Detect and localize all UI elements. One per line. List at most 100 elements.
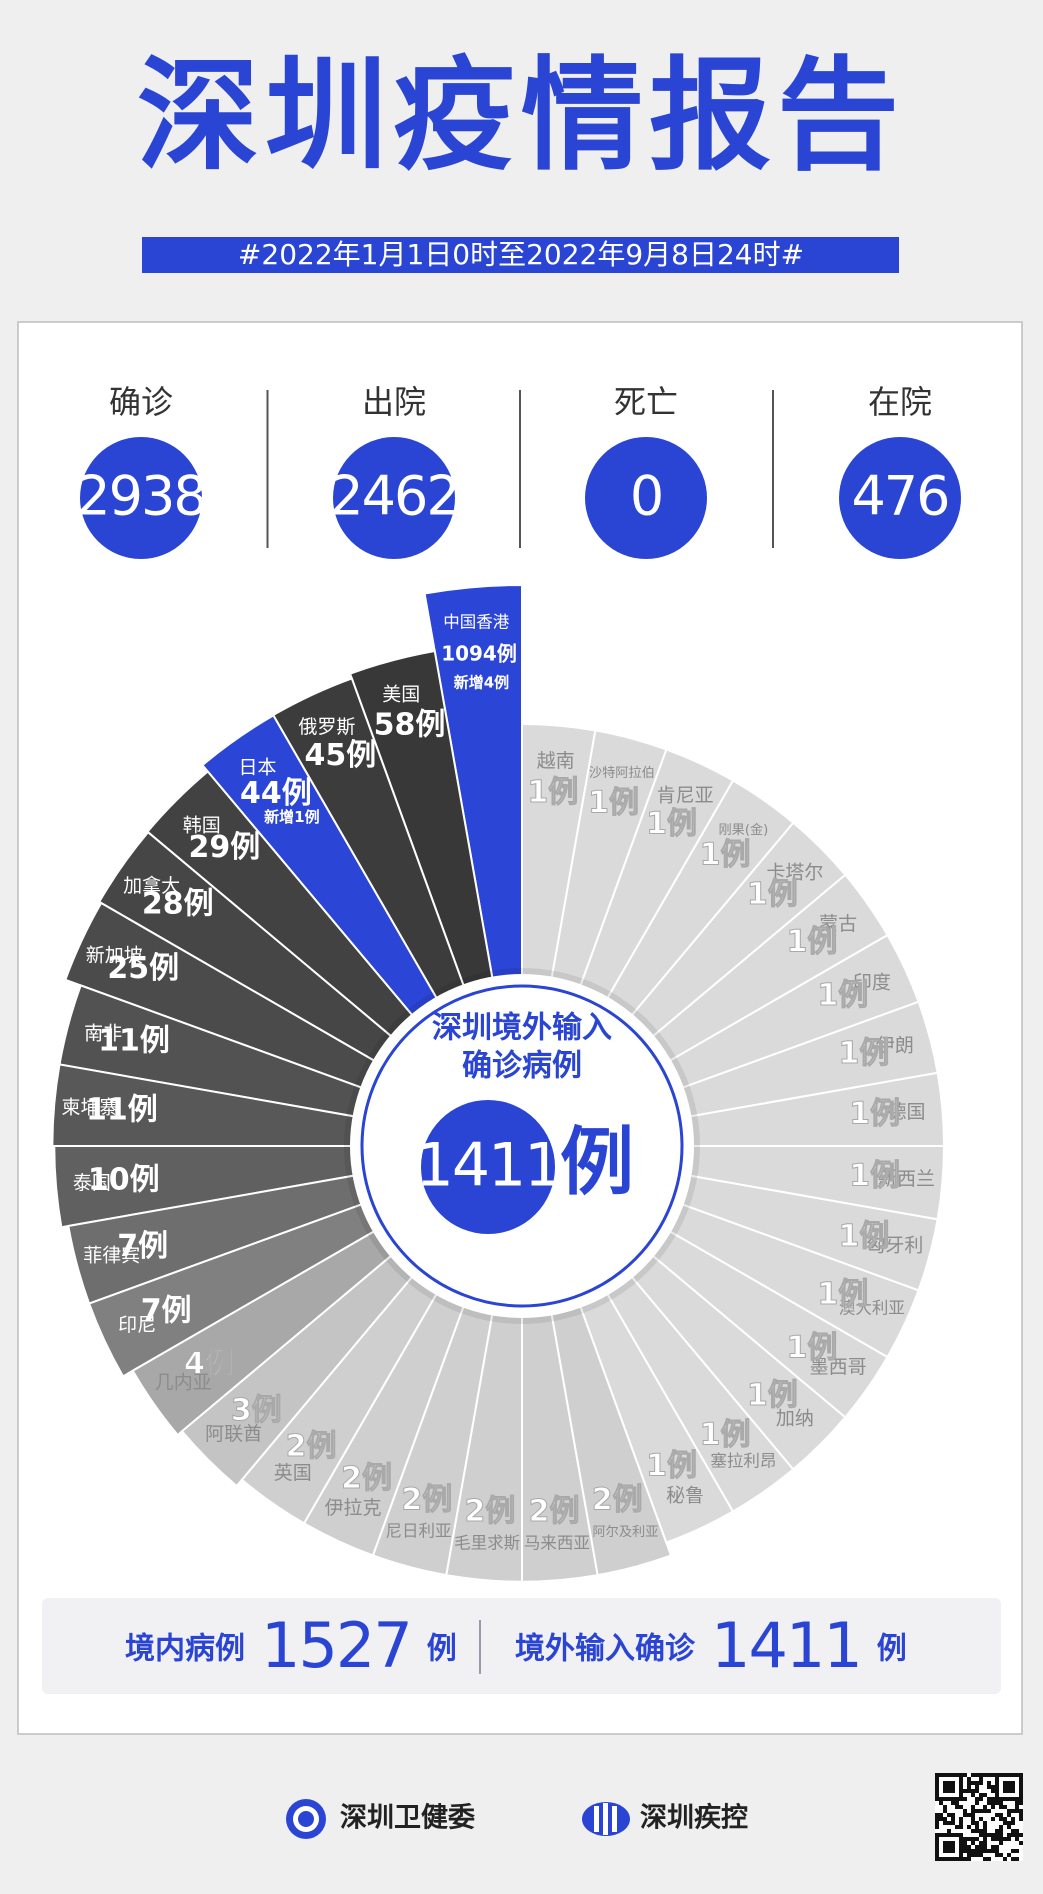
qr-cell: [935, 1825, 939, 1829]
subtitle-banner: [142, 237, 899, 273]
qr-cell: [983, 1793, 987, 1797]
qr-cell: [959, 1805, 963, 1809]
category-label: 马来西亚: [524, 1534, 590, 1553]
qr-cell: [963, 1813, 967, 1817]
qr-cell: [991, 1797, 995, 1801]
qr-cell: [1019, 1841, 1023, 1845]
category-label: 墨西哥: [810, 1356, 867, 1378]
qr-cell: [991, 1773, 995, 1777]
qr-cell: [1003, 1857, 1007, 1861]
qr-cell: [1015, 1809, 1019, 1813]
stat-value: 2938: [76, 465, 205, 528]
qr-cell: [979, 1833, 983, 1837]
footer-org: 深圳疾控: [640, 1802, 748, 1834]
value-label: 1例: [588, 786, 639, 821]
value-label: 1例: [646, 807, 697, 842]
qr-cell: [1007, 1809, 1011, 1813]
qr-cell: [943, 1817, 947, 1821]
qr-cell: [971, 1809, 975, 1813]
category-label: 毛里求斯: [454, 1534, 520, 1553]
qr-cell: [991, 1801, 995, 1805]
value-label: 7例: [141, 1293, 192, 1328]
category-label: 塞拉利昂: [710, 1452, 776, 1471]
qr-cell: [987, 1849, 991, 1853]
category-label: 越南: [537, 750, 575, 772]
qr-cell: [955, 1801, 959, 1805]
qr-cell: [1015, 1849, 1019, 1853]
qr-cell: [1019, 1833, 1023, 1837]
qr-cell: [1007, 1825, 1011, 1829]
value-label: 1例: [817, 1277, 868, 1312]
qr-cell: [979, 1777, 983, 1781]
category-label: 印尼: [118, 1314, 156, 1336]
qr-cell: [967, 1845, 971, 1849]
qr-cell: [971, 1841, 975, 1845]
summary-value: 1411: [711, 1609, 861, 1682]
value-label: 2例: [401, 1483, 452, 1518]
summary-unit: 例: [427, 1632, 457, 1667]
qr-cell: [1007, 1837, 1011, 1841]
qr-cell: [975, 1825, 979, 1829]
qr-cell: [995, 1801, 999, 1805]
qr-cell: [971, 1813, 975, 1817]
qr-cell: [975, 1829, 979, 1833]
qr-cell: [979, 1773, 983, 1777]
stat-value: 2462: [329, 465, 458, 528]
qr-cell: [979, 1853, 983, 1857]
qr-cell: [995, 1829, 999, 1833]
category-label: 秘鲁: [666, 1484, 704, 1506]
qr-cell: [983, 1849, 987, 1853]
qr-cell: [955, 1805, 959, 1809]
qr-cell: [967, 1781, 971, 1785]
qr-cell: [1011, 1817, 1015, 1821]
qr-cell: [971, 1773, 975, 1777]
qr-cell: [939, 1813, 943, 1817]
stat-badge: [585, 437, 707, 559]
qr-cell: [979, 1849, 983, 1853]
category-label: 尼日利亚: [386, 1522, 452, 1541]
category-label: 伊朗: [876, 1035, 914, 1057]
value-label: 2例: [529, 1494, 580, 1529]
stat-value: 476: [851, 465, 948, 528]
qr-cell: [939, 1801, 943, 1805]
value-label: 2例: [286, 1429, 337, 1464]
logo-cdc: [582, 1802, 630, 1836]
qr-cell: [979, 1781, 983, 1785]
value-label: 2例: [465, 1494, 516, 1529]
qr-cell: [983, 1773, 987, 1777]
qr-cell: [967, 1825, 971, 1829]
qr-cell: [971, 1849, 975, 1853]
qr-cell: [971, 1793, 975, 1797]
qr-cell: [987, 1833, 991, 1837]
category-label: 澳大利亚: [839, 1299, 905, 1318]
qr-cell: [943, 1809, 947, 1813]
qr-cell: [991, 1849, 995, 1853]
value-label: 1例: [700, 1417, 751, 1452]
category-label: 阿联酋: [205, 1423, 262, 1445]
stats: 确诊 2938 出院 2462 死亡 0 在院 476: [76, 383, 961, 559]
qr-cell: [951, 1821, 955, 1825]
qr-cell: [987, 1857, 991, 1861]
qr-cell: [943, 1805, 947, 1809]
qr-cell: [935, 1817, 939, 1821]
qr-cell: [987, 1781, 991, 1785]
qr-cell: [971, 1837, 975, 1841]
category-label: 德国: [888, 1101, 926, 1123]
category-label: 俄罗斯: [298, 716, 355, 738]
summary-unit: 例: [877, 1632, 907, 1667]
category-label: 印度: [853, 971, 891, 993]
value-label: 45例: [305, 738, 377, 773]
qr-cell: [983, 1841, 987, 1845]
summary: 境内病例 1527 例 境外输入确诊 1411 例: [125, 1609, 907, 1682]
qr-cell: [947, 1813, 951, 1817]
value-label: 1例: [849, 1158, 900, 1193]
qr-cell: [943, 1821, 947, 1825]
qr-cell: [995, 1833, 999, 1837]
qr-cell: [987, 1801, 991, 1805]
qr-cell: [999, 1825, 1003, 1829]
qr-cell: [999, 1841, 1003, 1845]
qr-cell: [959, 1817, 963, 1821]
qr-cell: [1019, 1813, 1023, 1817]
stat-badge: [333, 437, 455, 559]
qr-cell: [963, 1773, 967, 1777]
